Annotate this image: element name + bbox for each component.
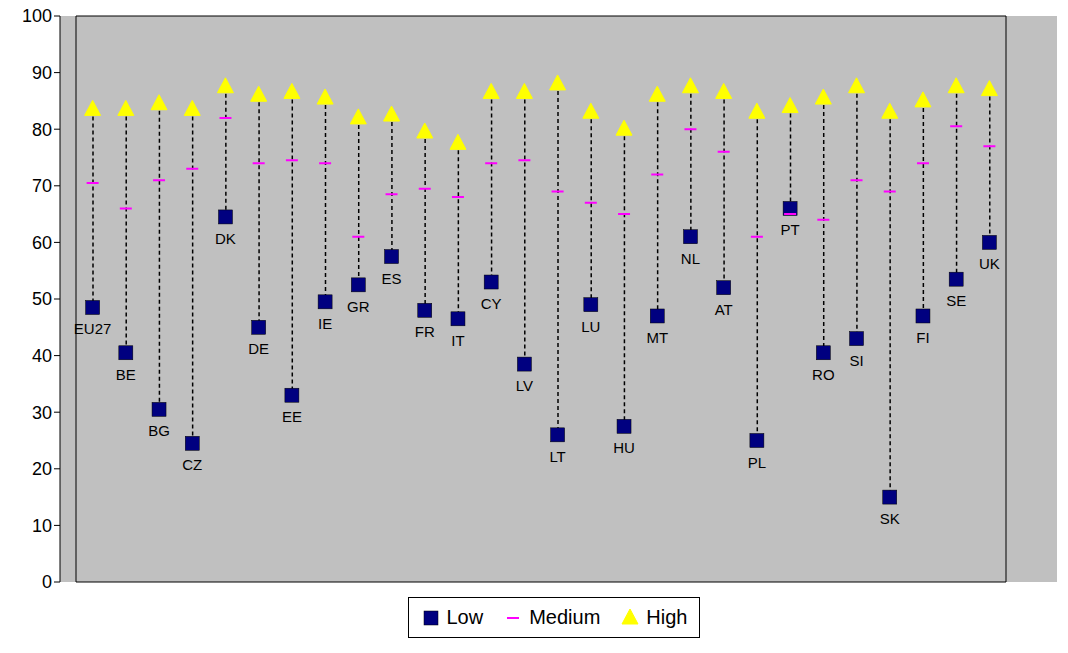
svg-text:ES: ES <box>382 270 402 287</box>
svg-text:DE: DE <box>248 340 269 357</box>
svg-text:IT: IT <box>451 332 464 349</box>
html-text:High: High <box>646 606 688 628</box>
svg-text:100: 100 <box>22 6 52 26</box>
svg-text:SE: SE <box>946 292 966 309</box>
svg-text:70: 70 <box>32 176 52 196</box>
svg-text:GR: GR <box>347 298 370 315</box>
svg-text:20: 20 <box>32 459 52 479</box>
svg-text:AT: AT <box>715 301 733 318</box>
svg-text:PT: PT <box>781 221 800 238</box>
svg-text:BE: BE <box>116 366 136 383</box>
svg-text:40: 40 <box>32 346 52 366</box>
svg-text:LU: LU <box>581 318 600 335</box>
svg-text:SI: SI <box>849 352 863 369</box>
svg-text:UK: UK <box>979 255 1000 272</box>
svg-text:60: 60 <box>32 233 52 253</box>
svg-text:MT: MT <box>646 329 668 346</box>
svg-text:NL: NL <box>681 250 700 267</box>
svg-text:SK: SK <box>880 510 900 527</box>
svg-text:10: 10 <box>32 516 52 536</box>
html-text:Medium: Medium <box>529 606 601 628</box>
svg-text:CZ: CZ <box>182 456 202 473</box>
svg-text:90: 90 <box>32 63 52 83</box>
svg-text:PL: PL <box>748 454 766 471</box>
svg-text:HU: HU <box>613 439 635 456</box>
svg-text:50: 50 <box>32 289 52 309</box>
svg-text:EE: EE <box>282 408 302 425</box>
svg-text:DK: DK <box>215 230 236 247</box>
svg-text:FI: FI <box>916 329 929 346</box>
svg-text:30: 30 <box>32 403 52 423</box>
svg-text:CY: CY <box>481 295 502 312</box>
svg-text:RO: RO <box>812 366 835 383</box>
svg-text:LV: LV <box>516 377 533 394</box>
svg-text:LT: LT <box>549 448 565 465</box>
svg-text:IE: IE <box>318 315 332 332</box>
html-text:Low: Low <box>446 606 484 628</box>
svg-text:BG: BG <box>148 422 170 439</box>
svg-text:FR: FR <box>415 323 435 340</box>
svg-text:EU27: EU27 <box>74 320 112 337</box>
svg-text:80: 80 <box>32 120 52 140</box>
svg-text:0: 0 <box>42 572 52 592</box>
